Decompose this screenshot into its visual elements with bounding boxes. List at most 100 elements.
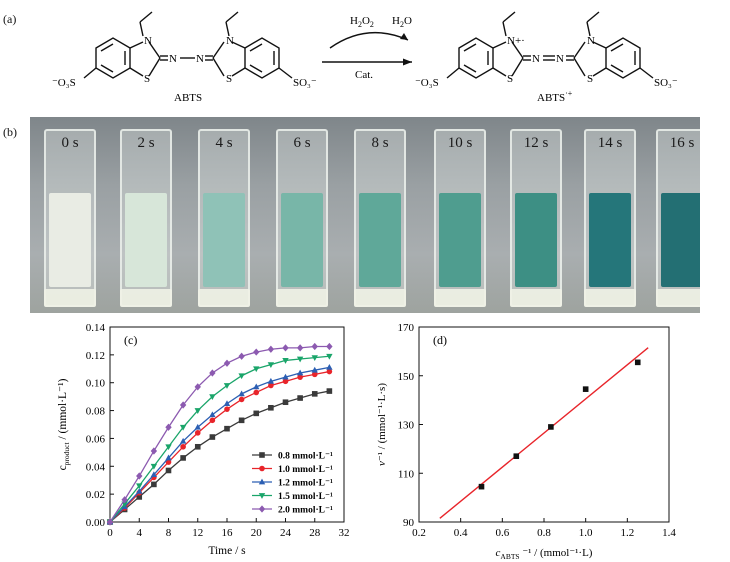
cuvette-base bbox=[120, 289, 172, 307]
atom-s-1: S bbox=[144, 73, 150, 85]
so3-left-product: ⁻O₃S bbox=[415, 77, 439, 89]
panel-label-c: (c) bbox=[124, 333, 137, 347]
series-line bbox=[109, 390, 330, 523]
data-point bbox=[267, 345, 275, 353]
data-point bbox=[311, 366, 318, 373]
data-point bbox=[224, 406, 230, 412]
cuvette-liquid bbox=[203, 193, 245, 287]
data-point bbox=[259, 452, 265, 458]
cuvette-base bbox=[354, 289, 406, 307]
data-point bbox=[209, 417, 216, 424]
data-point bbox=[180, 455, 186, 461]
data-point bbox=[238, 373, 245, 380]
atom-n-6: N bbox=[556, 53, 564, 65]
panel-label-a: (a) bbox=[3, 12, 17, 26]
data-point bbox=[179, 437, 187, 444]
x-tick-label: 28 bbox=[309, 527, 321, 539]
cuvette: 12 s bbox=[510, 129, 562, 307]
data-point bbox=[209, 394, 216, 401]
x-tick-label: 0.8 bbox=[537, 527, 551, 539]
cuvette-liquid bbox=[125, 193, 167, 287]
x-axis-label: cABTS ⁻¹ / (mmol⁻¹·L) bbox=[496, 547, 593, 561]
data-point bbox=[296, 356, 304, 363]
cuvette-base bbox=[510, 289, 562, 307]
data-point bbox=[194, 443, 201, 450]
legend-label: 1.2 mmol·L⁻¹ bbox=[278, 479, 333, 489]
data-point bbox=[194, 383, 201, 391]
data-point bbox=[180, 443, 186, 450]
series-line bbox=[109, 370, 330, 523]
data-point bbox=[209, 411, 216, 418]
atom-n-plus: N+· bbox=[507, 35, 525, 47]
data-point bbox=[297, 374, 303, 380]
so3-right-product: SO₃⁻ bbox=[654, 77, 678, 89]
y-tick-label: 0.04 bbox=[86, 461, 106, 473]
plot-frame bbox=[418, 326, 670, 523]
cuvette-base bbox=[198, 289, 250, 307]
data-point bbox=[238, 390, 245, 397]
cuvette: 6 s bbox=[276, 129, 328, 307]
atom-n-1: N bbox=[144, 35, 152, 47]
so3-right-reactant: SO₃⁻ bbox=[293, 77, 317, 89]
series-line bbox=[109, 366, 330, 523]
cuvette-liquid bbox=[515, 193, 557, 287]
data-point bbox=[296, 369, 304, 376]
data-point bbox=[238, 417, 245, 424]
cuvette: 10 s bbox=[434, 129, 486, 307]
atom-n-4: N bbox=[226, 35, 234, 47]
data-point bbox=[121, 496, 128, 504]
cuvette-liquid bbox=[661, 193, 700, 287]
data-point bbox=[223, 383, 231, 389]
data-point bbox=[326, 353, 333, 360]
series-line bbox=[109, 355, 330, 523]
data-point bbox=[311, 355, 318, 362]
legend-label: 1.0 mmol·L⁻¹ bbox=[278, 465, 333, 475]
reagent-h2o: H2O bbox=[392, 15, 412, 29]
atom-s-4: S bbox=[587, 73, 593, 85]
data-point bbox=[311, 342, 318, 351]
data-point bbox=[282, 373, 289, 380]
data-point bbox=[311, 371, 318, 378]
x-tick-label: 4 bbox=[137, 527, 143, 539]
fit-line bbox=[439, 347, 649, 519]
data-point bbox=[267, 377, 275, 384]
cuvette-base bbox=[434, 289, 486, 307]
y-tick-label: 0.08 bbox=[86, 406, 106, 418]
data-point bbox=[165, 454, 172, 461]
data-point bbox=[165, 467, 172, 474]
data-point bbox=[194, 408, 201, 414]
cuvette-time-label: 4 s bbox=[215, 135, 233, 151]
x-tick-label: 1.4 bbox=[662, 527, 676, 539]
atom-n-5: N bbox=[532, 53, 540, 65]
data-point bbox=[326, 368, 333, 375]
atom-n-3: N bbox=[196, 53, 204, 65]
x-tick-label: 0.4 bbox=[454, 527, 468, 539]
reaction-arrow-head bbox=[403, 58, 412, 66]
data-point bbox=[253, 348, 260, 356]
product-name: ABTS·+ bbox=[537, 89, 573, 104]
cuvette-time-label: 12 s bbox=[523, 135, 549, 151]
x-tick-label: 0.6 bbox=[495, 527, 509, 539]
data-point bbox=[268, 382, 274, 389]
data-point bbox=[224, 425, 230, 432]
y-tick-label: 90 bbox=[403, 517, 415, 529]
x-tick-label: 32 bbox=[339, 527, 350, 539]
atom-s-3: S bbox=[507, 73, 513, 85]
data-point bbox=[223, 400, 231, 407]
y-axis-label: cproduct / (mmol·L⁻¹) bbox=[57, 378, 71, 470]
data-point bbox=[253, 389, 260, 396]
cuvette: 0 s bbox=[44, 129, 96, 307]
y-tick-label: 0.06 bbox=[86, 433, 106, 445]
data-point bbox=[165, 444, 172, 451]
data-point bbox=[136, 472, 143, 480]
reaction-scheme: N S N N N S N+· S N N N S ⁻O₃S SO₃⁻ ⁻O₃S… bbox=[52, 11, 678, 104]
x-tick-label: 1.0 bbox=[579, 527, 593, 539]
atom-s-2: S bbox=[226, 73, 232, 85]
data-point bbox=[165, 459, 172, 465]
panel-label-d: (d) bbox=[433, 333, 447, 347]
x-tick-label: 0 bbox=[107, 527, 113, 539]
data-point bbox=[253, 383, 260, 390]
data-point bbox=[136, 487, 143, 494]
data-point bbox=[194, 430, 201, 436]
data-point bbox=[253, 410, 260, 417]
